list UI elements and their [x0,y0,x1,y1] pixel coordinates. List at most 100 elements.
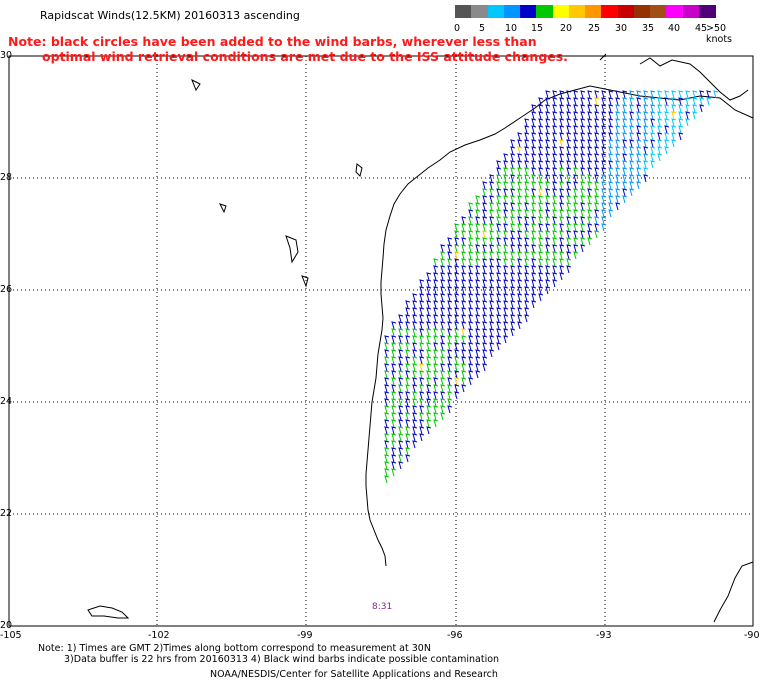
wind-barb [531,174,537,183]
wind-barb [503,307,509,316]
wind-barb [559,139,565,148]
wind-barb [461,370,467,379]
wind-barb [685,118,691,127]
wind-barb [580,146,586,155]
wind-barb [426,293,432,302]
wind-barb [594,146,600,155]
wind-barb [503,244,509,253]
wind-barb [643,118,649,127]
wind-barb [496,335,502,344]
wind-barb [447,258,453,267]
wind-barb [412,363,418,372]
wind-barb [384,468,390,477]
wind-barb [580,230,586,239]
wind-barb [573,90,579,99]
wind-barb [615,111,621,120]
wind-barb [384,419,390,428]
wind-barb [566,230,572,239]
wind-barb [657,118,663,127]
wind-barb [552,223,558,232]
wind-barb [622,188,628,197]
wind-barb [629,111,635,120]
wind-barb [538,111,544,120]
wind-barb [685,90,691,99]
wind-barb [657,97,663,106]
wind-barb [447,300,453,309]
wind-barb [510,223,516,232]
wind-barb [475,321,481,330]
wind-barb [475,202,481,211]
wind-barb [538,293,544,302]
wind-barb [468,237,474,246]
wind-barb [468,321,474,330]
wind-barb [503,160,509,169]
wind-barb [440,412,446,421]
wind-barb [384,440,390,449]
wind-barb [552,202,558,211]
wind-barb [412,314,418,323]
wind-barb [510,167,516,176]
wind-barb [601,181,607,190]
wind-barb [440,293,446,302]
wind-barb [699,90,705,99]
wind-barb [608,111,614,120]
wind-barb [447,391,453,400]
wind-barb [475,363,481,372]
wind-barb [559,195,565,204]
wind-barb [573,181,579,190]
wind-barb [517,216,523,225]
legend-swatch [503,5,521,18]
wind-barb [629,125,635,134]
wind-barbs-layer [384,90,719,484]
wind-barb [426,377,432,386]
wind-barb [524,244,530,253]
wind-barb [433,419,439,428]
wind-barb [468,300,474,309]
wind-barb [440,321,446,330]
wind-barb [552,125,558,134]
wind-barb [657,153,663,162]
wind-barb [475,356,481,365]
wind-barb [517,300,523,309]
wind-barb [538,209,544,218]
wind-barb [405,349,411,358]
wind-barb [517,160,523,169]
wind-barb [503,258,509,267]
wind-barb [503,223,509,232]
wind-barb [510,181,516,190]
wind-barb [531,160,537,169]
wind-barb [622,153,628,162]
wind-barb [503,286,509,295]
wind-barb [496,314,502,323]
wind-barb [552,90,558,99]
wind-barb [545,265,551,274]
wind-barb [461,244,467,253]
wind-barb [594,160,600,169]
wind-barb [552,209,558,218]
legend-swatch [455,5,472,18]
wind-barb [447,279,453,288]
wind-barb [615,181,621,190]
wind-barb [517,230,523,239]
wind-barb [398,335,404,344]
wind-barb [503,293,509,302]
map-frame [8,55,754,627]
wind-barb [517,195,523,204]
wind-barb [643,104,649,113]
wind-barb [454,300,460,309]
wind-barb [398,342,404,351]
wind-barb [629,167,635,176]
wind-barb [601,202,607,211]
wind-barb [405,342,411,351]
wind-barb [650,153,656,162]
wind-barb [622,146,628,155]
wind-barb [636,153,642,162]
wind-barb [643,153,649,162]
wind-barb [482,286,488,295]
wind-barb [384,349,390,358]
wind-barb [538,160,544,169]
wind-barb [531,132,537,141]
wind-barb [636,139,642,148]
wind-barb [566,174,572,183]
wind-barb [412,349,418,358]
